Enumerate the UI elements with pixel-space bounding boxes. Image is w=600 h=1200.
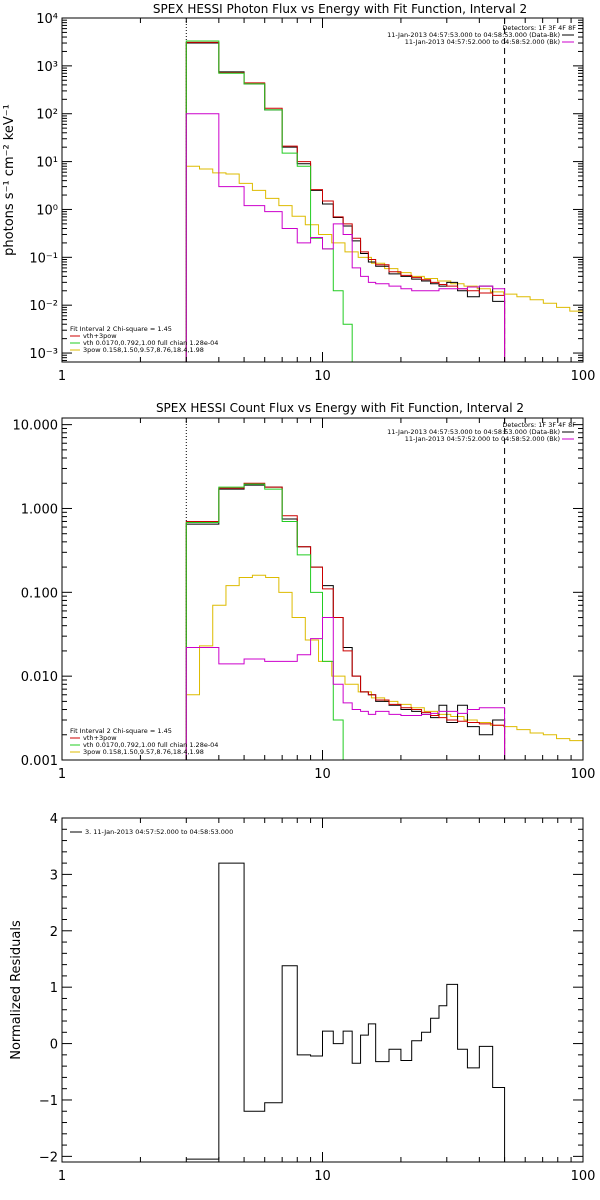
- x-tick-label: 1: [58, 369, 66, 384]
- y-tick-label: 10²: [36, 108, 58, 123]
- residuals-ylabel: Normalized Residuals: [9, 920, 24, 1060]
- y-tick-label: 10⁻¹: [29, 251, 58, 266]
- y-tick-label: 3: [50, 868, 58, 883]
- count-flux-legend-tr-1: 11-Jan-2013 04:57:53.000 to 04:58:53.000…: [387, 428, 560, 436]
- series-3-histogram: [185, 483, 353, 760]
- photon-flux-plot: 1 10 100 10⁻³ 10⁻² 10⁻¹ 10⁰ 10¹ 10² 10³ 10⁴: [29, 12, 595, 384]
- count-flux-legend-tr-2: 11-Jan-2013 04:57:52.000 to 04:58:52.000…: [405, 435, 560, 443]
- count-flux-legend-bl-3: 3pow 0.158,1.50,9.57,8.76,18.4,1.98: [83, 748, 204, 756]
- photon-flux-legend-tr-0: Detectors: 1F 3F 4F 8F: [502, 24, 576, 32]
- y-tick-label: 4: [50, 812, 58, 827]
- count-flux-title: SPEX HESSI Count Flux vs Energy with Fit…: [156, 401, 524, 415]
- series-4-histogram: [185, 113, 506, 362]
- count-flux-legend-bl-2: vth 0.0170,0.792,1.00 full chian 1.28e-0…: [83, 741, 218, 749]
- series-4-histogram: [185, 617, 506, 760]
- photon-flux-legend-bl-2: vth 0.0170,0.792,1.00 full chian 1.28e-0…: [83, 339, 218, 347]
- y-tick-label: 10⁰: [36, 203, 58, 218]
- residuals-plot: 1 10 100 −2 −1 0 1 2 3 4: [39, 812, 596, 1184]
- residuals-legend-0: 3. 11-Jan-2013 04:57:52.000 to 04:58:53.…: [85, 828, 233, 836]
- count-flux-plot: 1 10 100 0.001 0.010 0.100 1.000 10.000: [13, 417, 596, 782]
- photon-flux-legend-bl-3: 3pow 0.158,1.50,9.57,8.76,18.4,1.98: [83, 346, 204, 354]
- photon-flux-legend-bl-0: Fit Interval 2 Chi-square = 1.45: [70, 325, 172, 333]
- y-tick-label: 10.000: [13, 419, 59, 434]
- residuals-panel: Normalized Residuals 1 10 100 −2 −1 0 1 2 3 4 3. …: [9, 812, 595, 1184]
- x-tick-label: 100: [571, 369, 596, 384]
- count-flux-legend-bl-0: Fit Interval 2 Chi-square = 1.45: [70, 727, 172, 735]
- photon-flux-panel: SPEX HESSI Photon Flux vs Energy with Fi…: [2, 2, 595, 384]
- photon-flux-legend-bl-1: vth+3pow: [83, 332, 117, 340]
- series-3-histogram: [185, 40, 361, 362]
- y-tick-label: 10⁻³: [29, 347, 58, 362]
- x-tick-label: 10: [314, 369, 331, 384]
- y-tick-label: 0: [50, 1038, 58, 1053]
- x-tick-label: 100: [571, 1169, 596, 1184]
- photon-flux-title: SPEX HESSI Photon Flux vs Energy with Fi…: [153, 2, 527, 16]
- y-tick-label: 1: [50, 981, 58, 996]
- y-tick-label: 1.000: [21, 502, 58, 517]
- y-tick-label: 0.100: [21, 586, 58, 601]
- x-tick-label: 1: [58, 767, 66, 782]
- y-tick-label: 2: [50, 925, 58, 940]
- x-tick-label: 1: [58, 1169, 66, 1184]
- y-tick-label: 0.001: [21, 754, 58, 769]
- x-tick-label: 100: [571, 767, 596, 782]
- y-tick-label: 0.010: [21, 670, 58, 685]
- count-flux-panel: SPEX HESSI Count Flux vs Energy with Fit…: [13, 401, 596, 782]
- y-tick-label: 10¹: [36, 156, 58, 171]
- photon-flux-legend-tr-1: 11-Jan-2013 04:57:53.000 to 04:58:53.000…: [387, 31, 560, 39]
- photon-flux-ylabel: photons s⁻¹ cm⁻² keV⁻¹: [2, 104, 17, 256]
- x-tick-label: 10: [314, 1169, 331, 1184]
- y-tick-label: 10⁻²: [29, 299, 58, 314]
- photon-flux-legend-tr-2: 11-Jan-2013 04:57:52.000 to 04:58:52.000…: [405, 38, 560, 46]
- count-flux-legend-tr-0: Detectors: 1F 3F 4F 8F: [502, 421, 576, 429]
- count-flux-legend-bl-1: vth+3pow: [83, 734, 117, 742]
- y-tick-label: 10⁴: [36, 12, 58, 27]
- y-tick-label: −1: [39, 1094, 58, 1109]
- x-tick-label: 10: [314, 767, 331, 782]
- y-tick-label: 10³: [36, 60, 58, 75]
- series-0-histogram: [186, 862, 506, 1162]
- y-tick-label: −2: [39, 1150, 58, 1165]
